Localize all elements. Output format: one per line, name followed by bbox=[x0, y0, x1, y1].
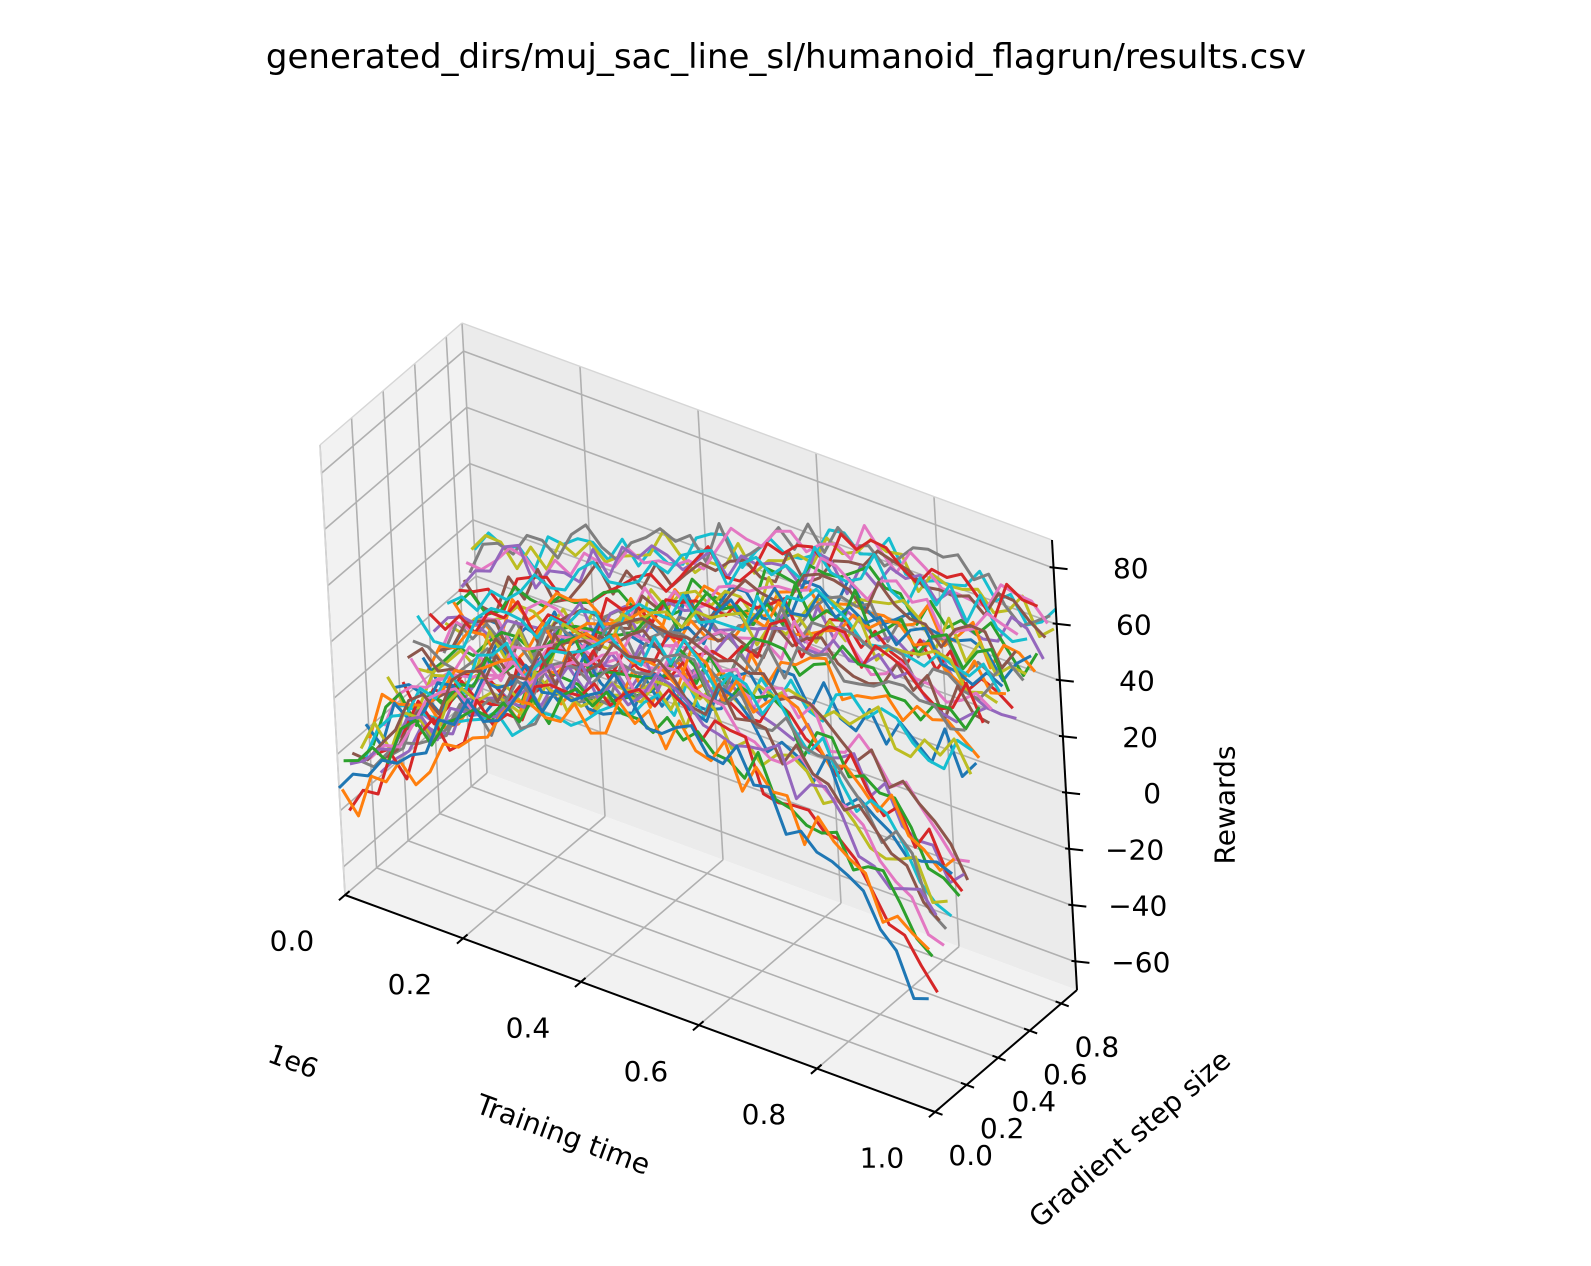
axis-panes bbox=[320, 323, 1077, 1112]
z-tick bbox=[1055, 678, 1074, 683]
x-axis-line bbox=[344, 894, 936, 1113]
z-axis-label: Rewards bbox=[1209, 746, 1242, 865]
grid-line-x-floor bbox=[698, 902, 842, 1026]
y-tick bbox=[960, 1081, 975, 1089]
grid-line-z-side bbox=[321, 350, 465, 474]
y-tick-label: 0.6 bbox=[1043, 1058, 1088, 1091]
z-axis-line bbox=[1051, 539, 1078, 991]
y-tick bbox=[1055, 1000, 1070, 1008]
grid-line-z-side bbox=[342, 744, 486, 868]
grid-line-y-floor bbox=[407, 840, 999, 1059]
grid-line-y-floor bbox=[376, 867, 967, 1086]
y-tick-label: 0.0 bbox=[948, 1139, 993, 1172]
z-tick-label: 0 bbox=[1143, 777, 1161, 810]
x-tick bbox=[574, 977, 587, 988]
y-tick-label: 0.2 bbox=[980, 1112, 1025, 1145]
series-line bbox=[470, 529, 1055, 639]
series-line bbox=[351, 643, 941, 922]
z-tick bbox=[1061, 791, 1081, 796]
grid-line-z-side bbox=[333, 575, 477, 699]
x-tick bbox=[692, 1020, 705, 1032]
floor-pane bbox=[345, 773, 1077, 1112]
z-tick-label: −40 bbox=[1108, 890, 1167, 923]
z-tick bbox=[1058, 734, 1078, 739]
side-pane bbox=[320, 323, 487, 895]
grid-line-x-floor bbox=[580, 859, 724, 983]
z-tick-label: 40 bbox=[1119, 665, 1155, 698]
series-line bbox=[337, 672, 929, 1001]
grid-line-y-floor bbox=[439, 812, 1030, 1032]
y-tick-label: 0.4 bbox=[1012, 1085, 1057, 1118]
grid-line-x-floor bbox=[462, 815, 606, 940]
series-line bbox=[340, 699, 931, 951]
z-tick-label: 20 bbox=[1122, 721, 1158, 754]
x-tick bbox=[810, 1063, 823, 1075]
y-tick bbox=[992, 1054, 1006, 1062]
z-tick-label: 80 bbox=[1113, 552, 1149, 585]
z-tick-label: −60 bbox=[1111, 946, 1170, 979]
x-tick-label: 0.2 bbox=[388, 968, 433, 1001]
z-tick bbox=[1065, 847, 1084, 852]
series-line bbox=[363, 634, 953, 918]
back-pane bbox=[462, 323, 1077, 990]
x-tick bbox=[456, 933, 469, 945]
grid-line-x-floor bbox=[344, 772, 488, 896]
pane-edge bbox=[319, 322, 463, 446]
z-tick-label: 60 bbox=[1116, 608, 1152, 641]
z-tick bbox=[1068, 903, 1087, 908]
grid-line-x-back bbox=[815, 453, 842, 904]
grid-line-y-floor bbox=[470, 785, 1062, 1005]
z-tick bbox=[1071, 959, 1090, 964]
grid-line-z-back bbox=[482, 687, 1073, 907]
grid-line-x-floor bbox=[816, 945, 960, 1070]
chart-title: generated_dirs/muj_sac_line_sl/humanoid_… bbox=[266, 37, 1306, 77]
y-tick bbox=[1023, 1027, 1038, 1035]
pane-edge bbox=[461, 322, 1053, 541]
series-line bbox=[368, 631, 956, 872]
grid-line-z-back bbox=[463, 350, 1054, 569]
z-tick bbox=[1049, 566, 1068, 571]
grid-line-z-side bbox=[327, 463, 471, 587]
axis-lines bbox=[338, 539, 1090, 1118]
grid-line-z-back bbox=[485, 744, 1076, 963]
x-tick-label: 0.6 bbox=[624, 1055, 669, 1088]
series-line bbox=[455, 564, 1039, 677]
x-offset-label: 1e6 bbox=[264, 1039, 323, 1086]
series-line bbox=[348, 682, 939, 994]
y-tick bbox=[929, 1108, 943, 1116]
x-tick-label: 1.0 bbox=[860, 1142, 905, 1175]
x-axis-label: Training time bbox=[471, 1087, 655, 1181]
x-tick bbox=[338, 890, 351, 901]
pane-edge bbox=[319, 444, 346, 896]
y-tick-label: 0.8 bbox=[1075, 1031, 1120, 1064]
series-line bbox=[417, 610, 999, 705]
series-lines bbox=[337, 522, 1057, 1001]
z-tick-label: −20 bbox=[1105, 833, 1164, 866]
grid-line-x-back bbox=[579, 366, 606, 817]
y-axis-line bbox=[934, 989, 1078, 1113]
x-tick-label: 0.4 bbox=[506, 1011, 551, 1044]
grid-line-z-side bbox=[330, 519, 474, 643]
series-line bbox=[468, 522, 1051, 628]
grid-line-z-side bbox=[324, 406, 468, 530]
tick-labels: 0.00.20.40.60.81.0 0.00.20.40.60.8−60−40−… bbox=[270, 552, 1171, 1175]
series-line bbox=[439, 556, 1019, 653]
x-tick-label: 0.0 bbox=[270, 925, 315, 958]
x-tick-label: 0.8 bbox=[742, 1098, 787, 1131]
series-line bbox=[446, 545, 1028, 644]
z-tick bbox=[1052, 622, 1071, 627]
